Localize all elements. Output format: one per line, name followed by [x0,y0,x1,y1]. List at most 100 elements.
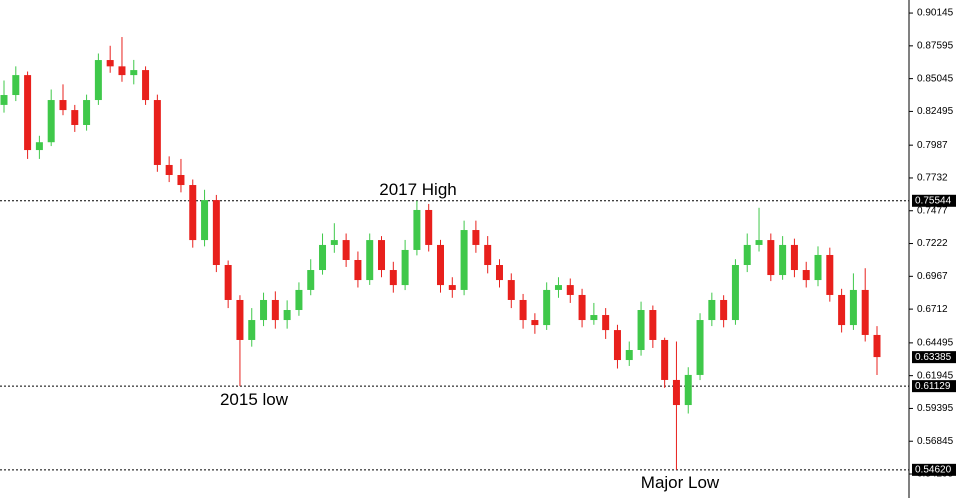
candle-body [189,185,197,241]
y-tick-label: 0.61945 [917,370,954,381]
y-tick-label: 0.7222 [917,238,948,249]
candle-body [35,142,43,151]
annotation: 2015 low [220,390,289,409]
candle-body [708,299,716,321]
y-tick-label: 0.7732 [917,173,948,184]
candle-body [543,289,551,326]
candle-body [767,240,775,276]
candle-body [814,254,822,281]
candle-body [283,310,291,321]
y-tick-label: 0.82495 [917,106,954,117]
candle-body [212,200,220,266]
candle-body [613,330,621,361]
candle-body [578,294,586,321]
candle-body [260,299,268,321]
annotation: Major Low [641,473,720,492]
candle-body [389,270,397,286]
candle-body [554,285,562,290]
candle-body [425,209,433,245]
y-tick-label: 0.6967 [917,271,948,282]
candle-body [319,244,327,271]
level-label-box [912,194,956,207]
candle-body [590,315,598,321]
candle-body [637,310,645,351]
candle-body [790,244,798,271]
candle-body [153,100,161,165]
y-tick-label: 0.56845 [917,436,954,447]
candle-body [519,299,527,321]
candle-body [201,200,209,241]
annotation: 2017 High [379,180,457,199]
y-tick-label: 0.6712 [917,304,948,315]
candle-body [731,265,739,321]
candle-body [448,285,456,290]
y-tick-label: 0.85045 [917,73,954,84]
candle-body [165,164,173,176]
candle-body [495,265,503,281]
candle-body [413,209,421,250]
candle-body [437,244,444,286]
candle-body [696,320,704,375]
candle-body [271,299,279,321]
candle-body [472,230,480,245]
candle-body [248,320,256,340]
candle-body [224,265,232,300]
candle-body [236,299,244,340]
candle-body [354,259,362,281]
y-tick-label: 0.64495 [917,338,954,349]
level-label: 0.61129 [915,381,951,392]
candle-body [130,70,138,76]
candle-body [47,100,55,143]
price-label-box [912,351,956,364]
candle-body [295,289,303,311]
candle-body [366,240,374,281]
level-label: 0.75544 [915,195,952,206]
level-label-box [912,463,956,476]
y-tick-label: 0.87595 [917,40,954,51]
level-label: 0.54620 [915,464,952,475]
candle-body [330,240,338,245]
candle-body [684,374,692,406]
candle-body [342,240,350,260]
y-tick-label: 0.7477 [917,205,948,216]
candle-body [873,334,881,358]
candle-body [0,95,8,105]
y-tick-label: 0.7987 [917,140,948,151]
candle-body [24,75,32,151]
y-tick-label: 0.59395 [917,403,954,414]
candle-body [118,66,126,76]
candle-body [59,100,67,111]
candle-body [106,60,114,67]
candle-body [743,244,751,266]
candle-body [307,270,315,290]
candle-body [849,289,857,326]
candle-body [12,75,20,96]
candle-body [861,289,869,335]
candle-body [484,244,492,266]
candle-body [838,294,846,326]
candle-body [649,310,657,340]
candle-body [177,175,185,186]
candle-body [507,280,515,300]
level-label-box [912,380,956,393]
candle-body [602,315,610,331]
y-tick-label: 0.90145 [917,8,954,19]
price-label: 0.63385 [915,352,952,363]
candle-body [83,100,91,125]
candle-body [401,249,409,286]
candle-body [672,379,680,406]
candle-body [826,254,834,295]
candle-body [531,320,539,326]
candle-body [94,60,102,101]
candle-body [625,350,633,361]
candle-body [720,299,728,321]
candle-body [779,244,787,276]
candle-body [71,110,79,125]
candle-body [755,240,763,245]
candle-body [566,285,574,295]
candle-body [142,70,150,101]
candle-body [460,230,468,290]
candle-body [661,339,669,380]
candle-body [378,240,386,271]
